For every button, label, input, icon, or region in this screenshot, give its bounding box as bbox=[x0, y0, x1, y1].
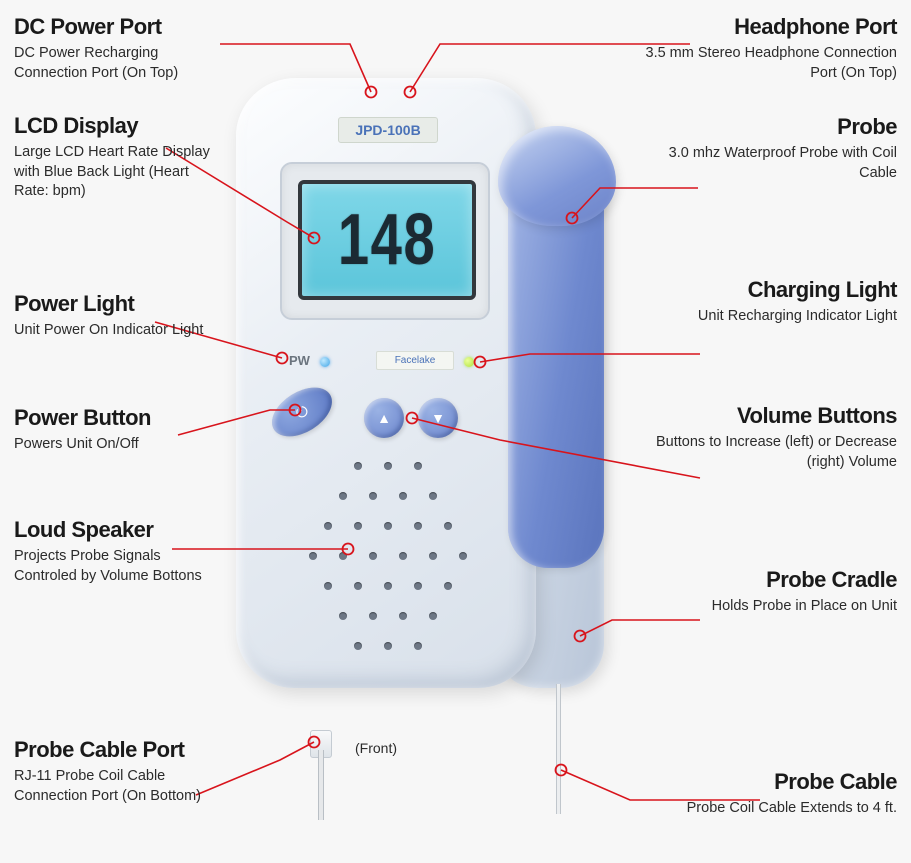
callout-volume: Volume Buttons Buttons to Increase (left)… bbox=[637, 404, 897, 472]
callout-speaker: Loud Speaker Projects Probe Signals Contr… bbox=[14, 518, 224, 586]
callout-title: Probe Cable bbox=[637, 770, 897, 794]
callout-title: Probe Cradle bbox=[637, 568, 897, 592]
callout-title: DC Power Port bbox=[14, 15, 224, 39]
callout-desc: Probe Coil Cable Extends to 4 ft. bbox=[637, 799, 897, 819]
callout-desc: Buttons to Increase (left) or Decrease (… bbox=[637, 433, 897, 472]
volume-up-shape: ▲ bbox=[364, 398, 404, 438]
callout-title: Power Button bbox=[14, 406, 224, 430]
callout-desc: 3.5 mm Stereo Headphone Connection Port … bbox=[637, 44, 897, 83]
callout-probe: Probe 3.0 mhz Waterproof Probe with Coil … bbox=[637, 115, 897, 183]
callout-power_button: Power Button Powers Unit On/Off bbox=[14, 406, 224, 455]
callout-desc: DC Power Recharging Connection Port (On … bbox=[14, 44, 224, 83]
model-badge: JPD-100B bbox=[338, 117, 438, 143]
volume-down-shape: ▼ bbox=[418, 398, 458, 438]
callout-charging_light: Charging Light Unit Recharging Indicator … bbox=[637, 278, 897, 327]
callout-title: Probe Cable Port bbox=[14, 738, 224, 762]
callout-desc: 3.0 mhz Waterproof Probe with Coil Cable bbox=[637, 144, 897, 183]
callout-headphone: Headphone Port 3.5 mm Stereo Headphone Co… bbox=[637, 15, 897, 83]
callout-power_light: Power Light Unit Power On Indicator Light bbox=[14, 292, 224, 341]
callout-title: Power Light bbox=[14, 292, 224, 316]
lcd-screen: 148 bbox=[298, 180, 476, 300]
callout-title: LCD Display bbox=[14, 114, 224, 138]
callout-desc: Holds Probe in Place on Unit bbox=[637, 597, 897, 617]
callout-desc: Powers Unit On/Off bbox=[14, 435, 224, 455]
callout-desc: Unit Recharging Indicator Light bbox=[637, 307, 897, 327]
callout-title: Loud Speaker bbox=[14, 518, 224, 542]
charging-led bbox=[464, 357, 474, 367]
callout-probe_cable: Probe Cable Probe Coil Cable Extends to 4… bbox=[637, 770, 897, 819]
callout-title: Charging Light bbox=[637, 278, 897, 302]
cable-port-wire bbox=[318, 750, 324, 820]
callout-dc_power: DC Power Port DC Power Recharging Connect… bbox=[14, 15, 224, 83]
lcd-frame: 148 bbox=[280, 162, 490, 320]
probe-head bbox=[498, 126, 616, 226]
device-illustration: JPD-100B 148 PW Facelake ⏻ ▲ ▼ bbox=[236, 78, 556, 718]
speaker-grid bbox=[298, 462, 478, 650]
caption-front: (Front) bbox=[355, 740, 397, 756]
pw-text: PW bbox=[289, 353, 310, 368]
brand-badge: Facelake bbox=[376, 351, 454, 370]
callout-cradle: Probe Cradle Holds Probe in Place on Unit bbox=[637, 568, 897, 617]
probe-cable-wire bbox=[556, 684, 561, 814]
callout-lcd: LCD Display Large LCD Heart Rate Display … bbox=[14, 114, 224, 202]
power-led bbox=[320, 357, 330, 367]
callout-desc: Unit Power On Indicator Light bbox=[14, 321, 224, 341]
callout-cable_port: Probe Cable Port RJ-11 Probe Coil Cable C… bbox=[14, 738, 224, 806]
lcd-value: 148 bbox=[338, 199, 436, 281]
callout-title: Volume Buttons bbox=[637, 404, 897, 428]
callout-title: Probe bbox=[637, 115, 897, 139]
callout-desc: Large LCD Heart Rate Display with Blue B… bbox=[14, 143, 224, 202]
callout-title: Headphone Port bbox=[637, 15, 897, 39]
callout-desc: Projects Probe Signals Controled by Volu… bbox=[14, 547, 224, 586]
callout-desc: RJ-11 Probe Coil Cable Connection Port (… bbox=[14, 767, 224, 806]
